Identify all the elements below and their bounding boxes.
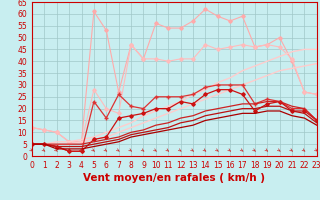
X-axis label: Vent moyen/en rafales ( km/h ): Vent moyen/en rafales ( km/h ) (84, 173, 265, 183)
